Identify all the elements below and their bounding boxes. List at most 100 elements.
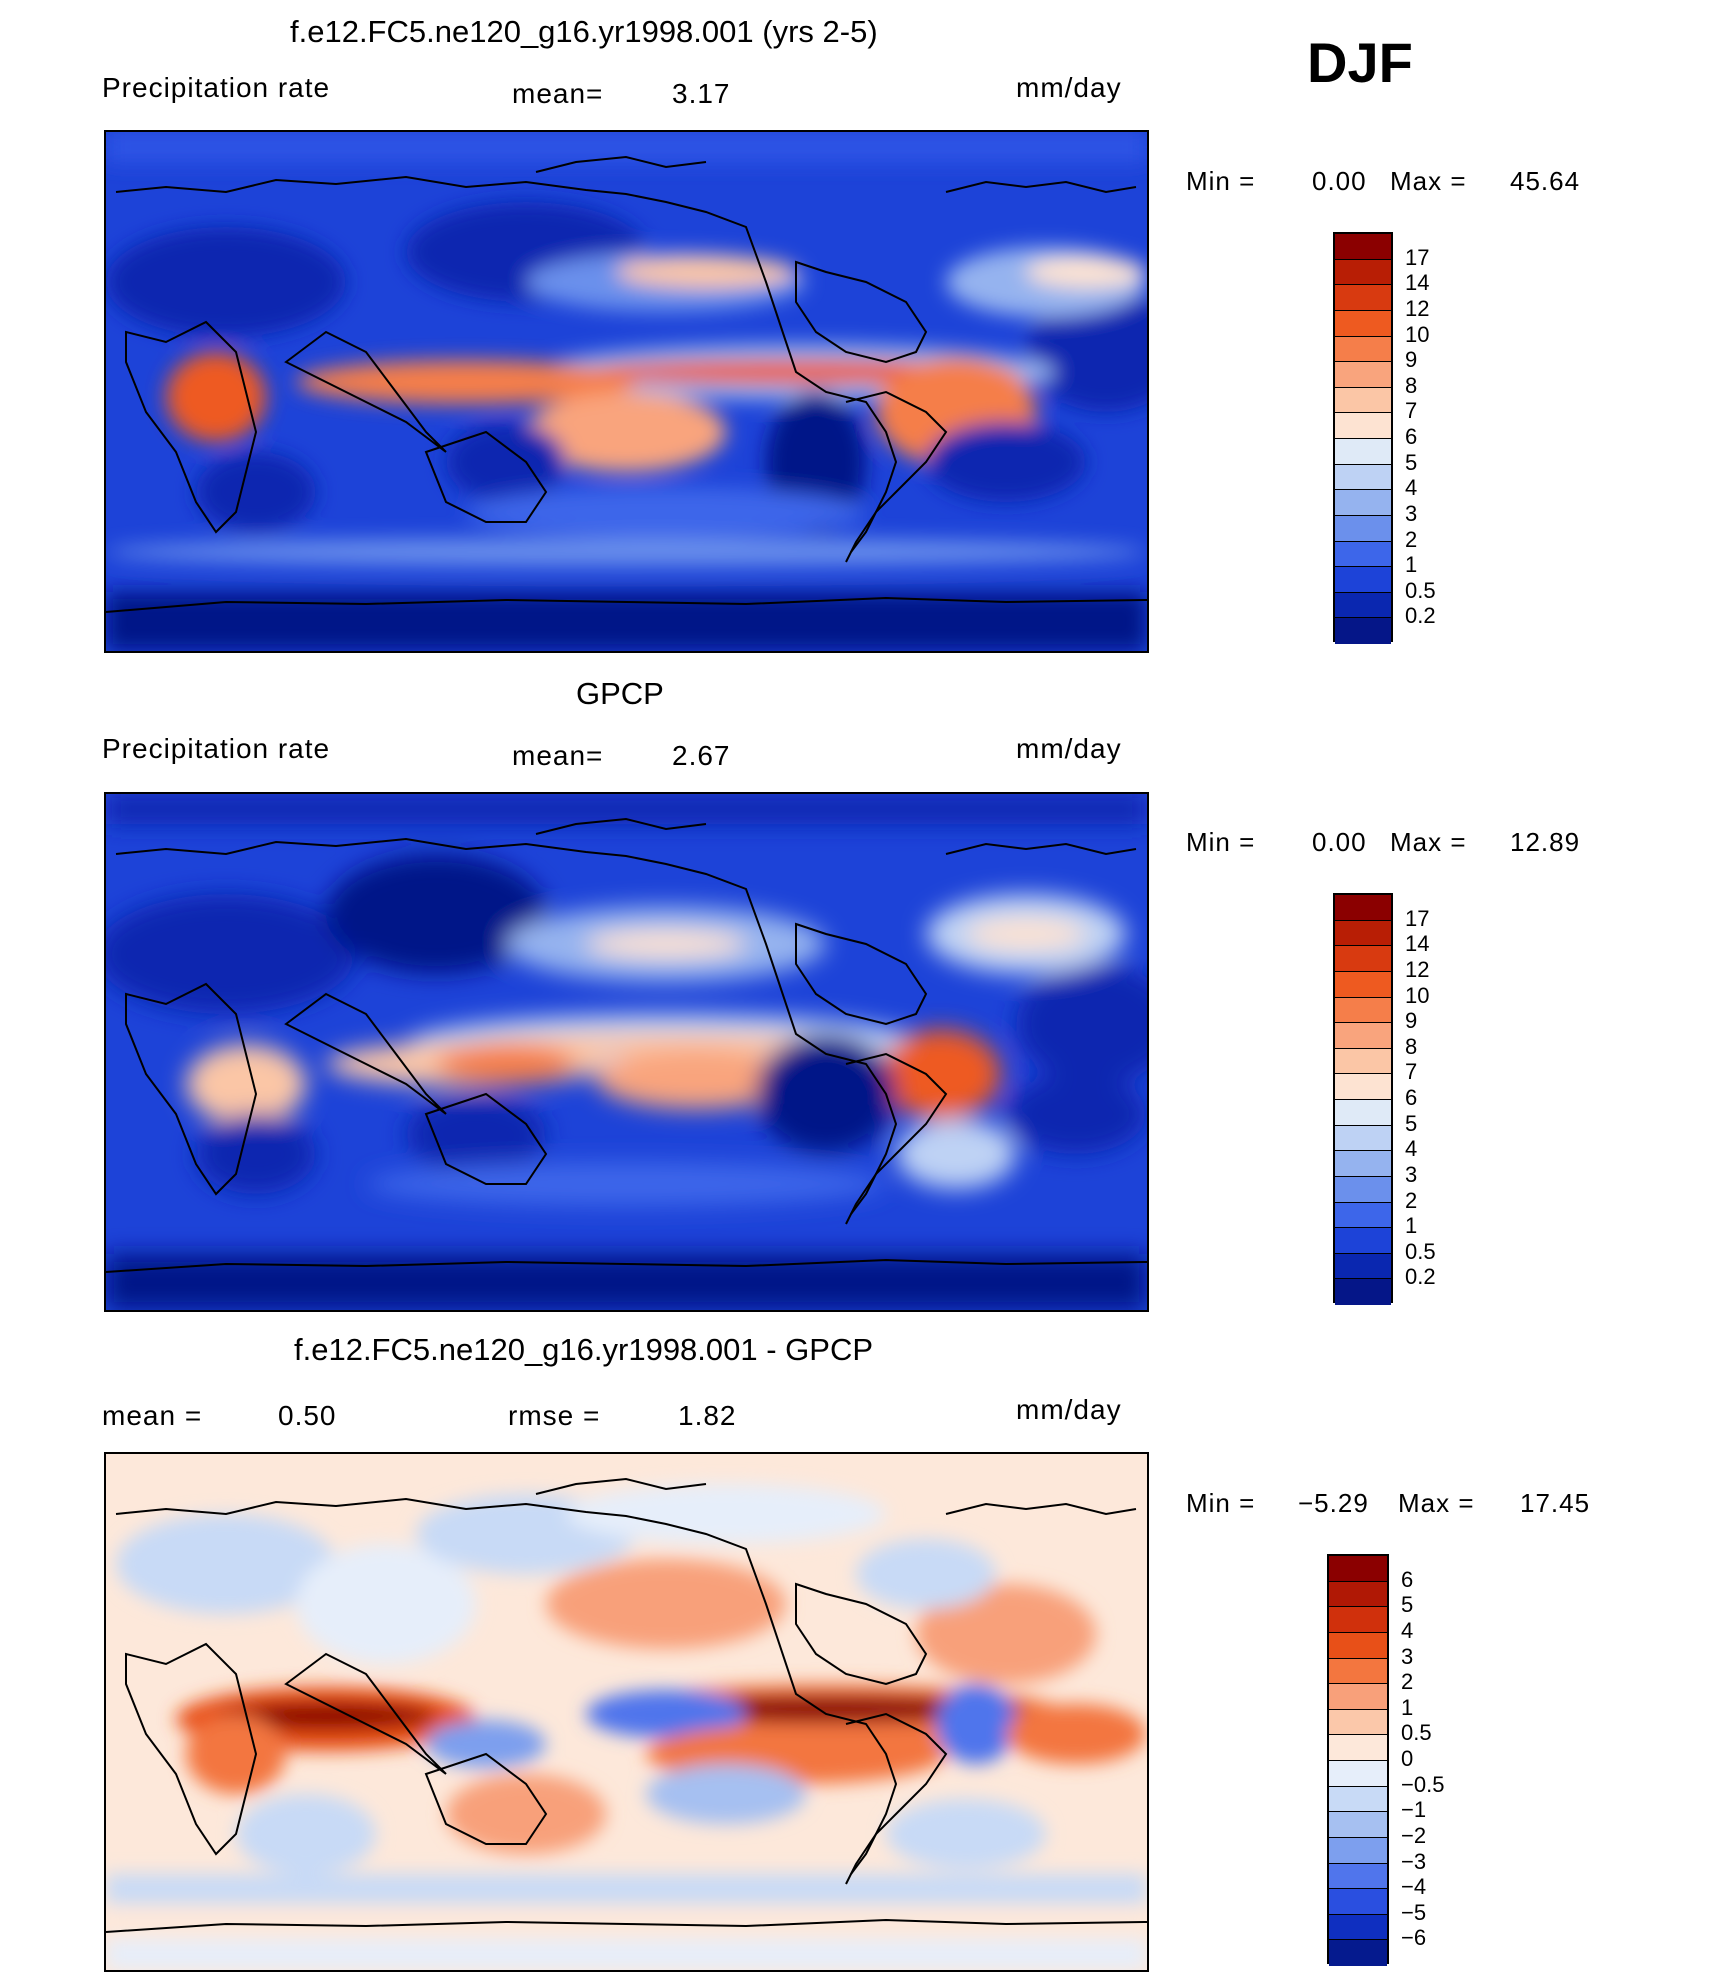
panel3-max-value: 17.45	[1520, 1488, 1591, 1518]
panel1-max-value: 45.64	[1510, 166, 1581, 196]
colorbar-cell	[1335, 567, 1391, 593]
colorbar-cell	[1335, 490, 1391, 516]
colorbar-cell	[1329, 1914, 1387, 1941]
colorbar-cell	[1329, 1863, 1387, 1890]
colorbar-label: 0.5	[1405, 577, 1436, 603]
colorbar-label: −1	[1401, 1797, 1427, 1823]
colorbar-label: 10	[1405, 982, 1430, 1008]
colorbar-cell	[1335, 515, 1391, 542]
panel3-max-label: Max =	[1398, 1488, 1475, 1518]
colorbar-label: 12	[1405, 956, 1430, 982]
colorbar-label: 17	[1405, 905, 1430, 931]
colorbar-cell	[1335, 592, 1391, 619]
colorbar-cell	[1335, 618, 1391, 644]
colorbar-cell	[1335, 1100, 1391, 1126]
colorbar-cell	[1335, 464, 1391, 491]
colorbar-cell	[1335, 1125, 1391, 1152]
colorbar-label: 0.5	[1401, 1720, 1432, 1746]
panel1-precipitation-field	[106, 132, 1147, 651]
colorbar-label: 17	[1405, 244, 1430, 270]
colorbar-cell	[1329, 1632, 1387, 1659]
colorbar-cell	[1329, 1581, 1387, 1608]
panel3-map	[104, 1452, 1149, 1972]
colorbar-cell	[1329, 1684, 1387, 1710]
colorbar-label: −3	[1401, 1848, 1427, 1874]
colorbar-cell	[1335, 1023, 1391, 1049]
panel3-colorbar	[1327, 1554, 1389, 1966]
colorbar-label: −0.5	[1401, 1771, 1445, 1797]
colorbar-label: 1	[1405, 1213, 1418, 1239]
colorbar-cell	[1335, 1048, 1391, 1075]
colorbar-label: 9	[1405, 1008, 1418, 1034]
colorbar-label: 14	[1405, 270, 1430, 296]
panel3-rmse-label: rmse =	[508, 1400, 601, 1431]
panel3-coastlines	[106, 1477, 1147, 1933]
colorbar-cell	[1329, 1837, 1387, 1864]
colorbar-cell	[1329, 1709, 1387, 1736]
colorbar-label: 0	[1401, 1746, 1414, 1771]
colorbar-label: 0.2	[1405, 1264, 1436, 1290]
colorbar-label: −6	[1401, 1925, 1427, 1951]
colorbar-label: 3	[1401, 1643, 1414, 1669]
colorbar-cell	[1335, 310, 1391, 337]
colorbar-cell	[1335, 285, 1391, 311]
colorbar-label: 3	[1405, 500, 1418, 526]
colorbar-cell	[1335, 541, 1391, 568]
panel2-title: GPCP	[576, 676, 664, 711]
season-label: DJF	[1307, 31, 1413, 94]
colorbar-cell	[1335, 1074, 1391, 1100]
panel2-min-label: Min =	[1186, 827, 1256, 857]
colorbar-label: 4	[1405, 1136, 1418, 1162]
colorbar-cell	[1335, 920, 1391, 947]
colorbar-label: 7	[1405, 1059, 1418, 1085]
colorbar-cell	[1335, 946, 1391, 972]
colorbar-cell	[1329, 1607, 1387, 1633]
colorbar-cell	[1335, 413, 1391, 439]
colorbar-label: 1	[1401, 1694, 1414, 1720]
panel3-title: f.e12.FC5.ne120_g16.yr1998.001 - GPCP	[294, 1332, 874, 1367]
colorbar-label: 2	[1405, 526, 1418, 552]
panel2-precipitation-field	[106, 794, 1147, 1310]
colorbar-cell	[1329, 1761, 1387, 1787]
colorbar-label: 0.5	[1405, 1238, 1436, 1264]
colorbar-label: 7	[1405, 398, 1418, 424]
colorbar-cell	[1335, 997, 1391, 1024]
colorbar-label: 4	[1401, 1617, 1414, 1643]
panel2-units: mm/day	[1016, 733, 1122, 764]
colorbar-cell	[1335, 439, 1391, 465]
panel2-colorbar	[1333, 893, 1393, 1305]
colorbar-label: 14	[1405, 931, 1430, 957]
colorbar-cell	[1335, 336, 1391, 363]
colorbar-label: 8	[1405, 1033, 1418, 1059]
panel2-max-value: 12.89	[1510, 827, 1581, 857]
panel1-title: f.e12.FC5.ne120_g16.yr1998.001 (yrs 2-5)	[290, 14, 878, 49]
colorbar-label: −4	[1401, 1874, 1427, 1900]
colorbar-cell	[1329, 1735, 1387, 1761]
colorbar-label: 4	[1405, 475, 1418, 501]
panel1-map	[104, 130, 1149, 653]
colorbar-cell	[1335, 1176, 1391, 1203]
colorbar-label: 6	[1405, 424, 1418, 449]
panel3-mean-value: 0.50	[278, 1400, 337, 1431]
panel1-variable-label: Precipitation rate	[102, 72, 331, 103]
colorbar-cell	[1335, 234, 1391, 260]
colorbar-label: −2	[1401, 1822, 1427, 1848]
colorbar-label: 2	[1405, 1187, 1418, 1213]
colorbar-cell	[1335, 1202, 1391, 1229]
panel1-colorbar	[1333, 232, 1393, 644]
panel2-variable-label: Precipitation rate	[102, 733, 331, 764]
panel3-mean-label: mean =	[102, 1400, 203, 1431]
panel2-coastlines	[106, 817, 1147, 1273]
colorbar-cell	[1329, 1940, 1387, 1966]
panel2-map	[104, 792, 1149, 1312]
colorbar-label: 9	[1405, 347, 1418, 373]
panel3-min-label: Min =	[1186, 1488, 1256, 1518]
panel1-min-value: 0.00	[1312, 166, 1367, 196]
colorbar-cell	[1335, 259, 1391, 286]
colorbar-label: 0.2	[1405, 603, 1436, 629]
panel3-rmse-value: 1.82	[678, 1400, 737, 1431]
colorbar-label: 5	[1405, 1110, 1418, 1136]
panel1-units: mm/day	[1016, 72, 1122, 103]
panel1-max-label: Max =	[1390, 166, 1467, 196]
colorbar-cell	[1335, 1279, 1391, 1305]
